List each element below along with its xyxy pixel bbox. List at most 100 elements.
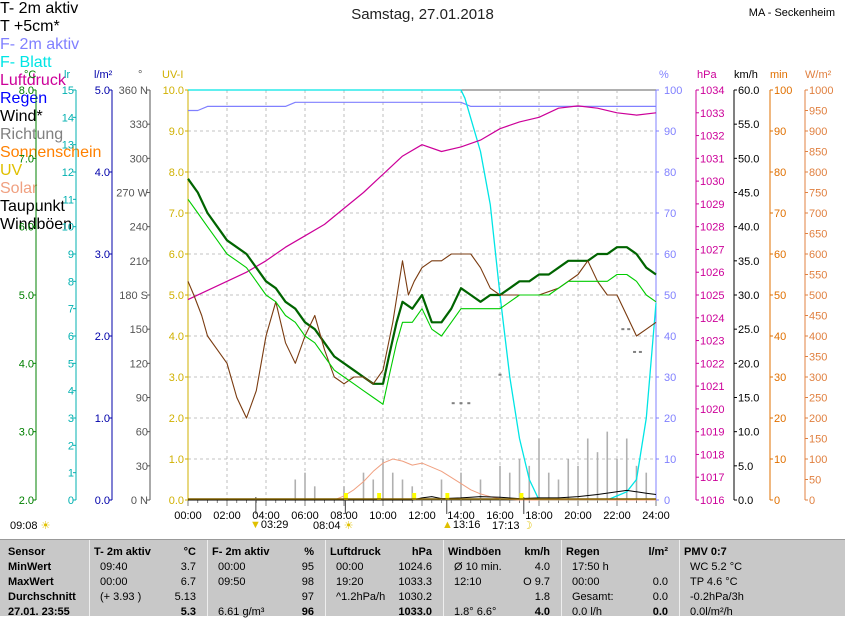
- axis-label-deg-6: 180 S: [119, 290, 148, 302]
- axis-label-kmh-12: 60.0: [738, 85, 759, 97]
- table-cell-value: 5.3: [180, 606, 196, 618]
- axis-label-lm2-2: 2.0: [95, 331, 110, 343]
- uv-mark-4: [519, 493, 524, 500]
- axis-label-min-3: 30: [774, 372, 786, 384]
- axis-label-kmh-2: 10.0: [738, 427, 759, 439]
- axis-label-min-10: 100: [774, 85, 792, 97]
- axis-label-lr-0: 0: [68, 495, 74, 507]
- event-time-4: 17:13: [492, 520, 520, 532]
- axis-label-kmh-3: 15.0: [738, 393, 759, 405]
- series-line-3: [187, 178, 657, 385]
- axis-label-lr-6: 6: [68, 331, 74, 343]
- summary-table: Sensor MinWert MaxWert Durchschnitt 27.01. 2…: [0, 539, 845, 618]
- legend-item: Solar: [0, 180, 845, 198]
- table-column-head: Windböen: [448, 546, 502, 558]
- axis-label-uv-2: 2.0: [169, 413, 184, 425]
- table-separator: [325, 540, 326, 616]
- axis-label-hpa-8: 1024: [700, 313, 724, 325]
- axis-label-min-2: 20: [774, 413, 786, 425]
- sun-icon: ☀: [40, 520, 51, 532]
- x-tick-label-12: 24:00: [642, 510, 670, 522]
- x-tick-label-3: 06:00: [291, 510, 319, 522]
- axis-label-min-7: 70: [774, 208, 786, 220]
- table-separator: [679, 540, 680, 616]
- table-cell: 17:50 h: [572, 561, 609, 573]
- axis-label-wm2-13: 650: [809, 229, 827, 241]
- x-tick-label-0: 00:00: [174, 510, 202, 522]
- axis-label-min-5: 50: [774, 290, 786, 302]
- axis-label-kmh-8: 40.0: [738, 222, 759, 234]
- event-time-1: 03:29: [260, 519, 289, 531]
- table-separator: [561, 540, 562, 616]
- table-row-label: 27.01. 23:55: [8, 606, 70, 618]
- richtung-point-3: [498, 373, 502, 376]
- page-title: Samstag, 27.01.2018: [351, 6, 494, 23]
- table-column-unit: l/m²: [648, 546, 668, 558]
- unit-label-pct: %: [659, 69, 669, 81]
- axis-label-wm2-7: 350: [809, 352, 827, 364]
- axis-label-kmh-11: 55.0: [738, 119, 759, 131]
- table-cell-value: 96: [301, 606, 314, 618]
- table-cell: 09:40: [100, 561, 128, 573]
- unit-label-deg: °: [138, 69, 142, 81]
- axis-label-lm2-5: 5.0: [95, 85, 110, 97]
- uv-mark-2: [412, 493, 417, 500]
- event-label-4: 17:13 ☽: [492, 519, 532, 532]
- table-cell: 0.0 l/h: [572, 606, 602, 618]
- axis-label-hpa-10: 1026: [700, 267, 724, 279]
- axis-label-lr-1: 1: [68, 468, 74, 480]
- axis-label-lr-7: 7: [68, 304, 74, 316]
- table-cell-value: 1.8: [534, 591, 550, 603]
- legend-label: Luftdruck: [0, 72, 66, 89]
- left-time-text: 09:08: [10, 520, 38, 532]
- uv-mark-3: [445, 493, 450, 500]
- richtung-point-5: [627, 328, 631, 331]
- legend-item: F- 2m aktiv: [0, 36, 845, 54]
- axis-label-wm2-2: 100: [809, 454, 827, 466]
- table-column-head: T- 2m aktiv: [94, 546, 151, 558]
- axis-label-wm2-0: 0: [809, 495, 815, 507]
- legend-label: Solar: [0, 180, 38, 197]
- axis-label-lm2-0: 0.0: [95, 495, 110, 507]
- axis-label-wm2-4: 200: [809, 413, 827, 425]
- axis-label-temp-0: 2.0: [19, 495, 34, 507]
- uv-mark-1: [377, 493, 382, 500]
- x-tick-label-10: 20:00: [564, 510, 592, 522]
- axis-label-lr-15: 15: [62, 85, 74, 97]
- axis-label-lr-12: 12: [62, 167, 74, 179]
- legend-label: T- 2m aktiv: [0, 0, 79, 17]
- axis-label-deg-1: 30: [136, 461, 148, 473]
- axis-label-hpa-7: 1023: [700, 336, 724, 348]
- axis-label-temp-2: 4.0: [19, 358, 34, 370]
- table-cell-value: 1033.3: [398, 576, 432, 588]
- axis-label-uv-8: 8.0: [169, 167, 184, 179]
- axis-label-hpa-2: 1018: [700, 449, 724, 461]
- table-separator: [443, 540, 444, 616]
- event-time-3: 13:16: [452, 519, 481, 531]
- table-column: Luftdruck hPa 00:00 1024.6 19:20 1033.3 ^1.2hP…: [330, 540, 440, 618]
- axis-label-temp-3: 5.0: [19, 290, 34, 302]
- axis-label-lr-13: 13: [62, 140, 74, 152]
- axis-label-hpa-4: 1020: [700, 404, 724, 416]
- axis-label-temp-4: 6.0: [19, 222, 34, 234]
- axis-label-lr-9: 9: [68, 249, 74, 261]
- axis-label-kmh-1: 5.0: [738, 461, 753, 473]
- table-cell-value: 1033.0: [398, 606, 432, 618]
- sun-icon: ☀: [343, 520, 354, 532]
- axis-label-deg-4: 120: [130, 358, 148, 370]
- axis-label-wm2-8: 400: [809, 331, 827, 343]
- axis-label-hpa-15: 1031: [700, 153, 724, 165]
- axis-label-kmh-9: 45.0: [738, 188, 759, 200]
- legend-label: Wind*: [0, 108, 43, 125]
- axis-label-kmh-4: 20.0: [738, 358, 759, 370]
- series-line-1: [188, 89, 657, 501]
- event-label-2: 08:04 ☀: [313, 519, 353, 532]
- axis-label-uv-5: 5.0: [169, 290, 184, 302]
- table-cell-value: 97: [301, 591, 314, 603]
- table-cell: 00:00: [218, 561, 246, 573]
- table-cell: Gesamt:: [572, 591, 614, 603]
- table-cell-value: 6.7: [180, 576, 196, 588]
- table-column-unit: hPa: [411, 546, 432, 558]
- legend-item: Wind*: [0, 108, 845, 126]
- table-cell: 00:00: [336, 561, 364, 573]
